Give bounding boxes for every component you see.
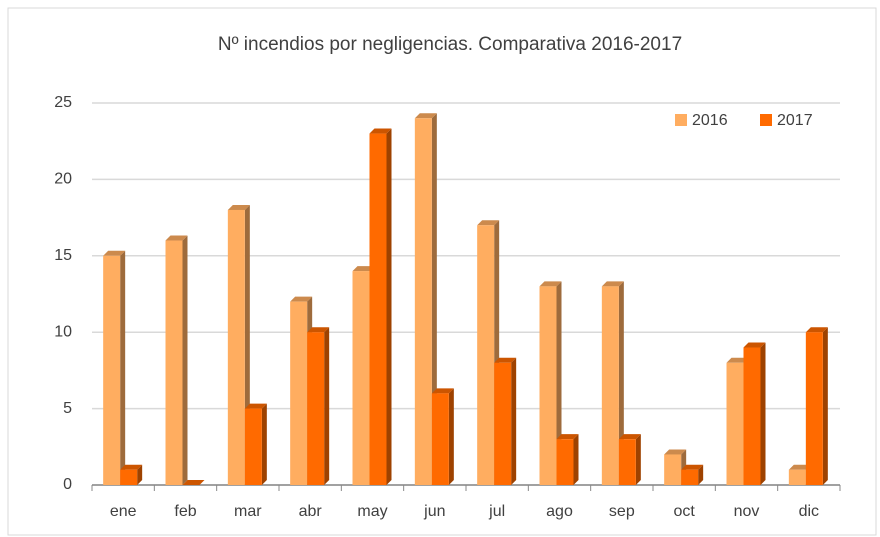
bar-side: [698, 464, 704, 485]
bar-side: [120, 250, 126, 485]
bar: [227, 209, 245, 485]
x-tick-label: jul: [488, 503, 505, 520]
bar-top: [414, 113, 437, 119]
x-tick-label: mar: [234, 503, 262, 520]
bar-top: [352, 266, 375, 272]
bar: [618, 439, 636, 485]
bar-side: [635, 434, 641, 485]
x-tick-label: may: [357, 503, 387, 520]
bar-top: [290, 296, 313, 302]
bar-side: [386, 128, 392, 485]
bar: [788, 469, 806, 485]
x-tick-label: ene: [110, 503, 137, 520]
bar-side: [618, 281, 624, 485]
y-tick-label: 5: [63, 400, 72, 417]
x-tick-label: jun: [423, 503, 445, 520]
bar: [494, 362, 512, 485]
bar-side: [137, 464, 143, 485]
bar-side: [573, 434, 579, 485]
bar-top: [477, 220, 500, 226]
bar-top: [618, 434, 641, 440]
y-tick-label: 25: [54, 94, 72, 111]
bar-top: [539, 281, 562, 287]
bar: [743, 347, 761, 485]
bar: [369, 133, 387, 485]
bar: [352, 271, 370, 485]
y-tick-label: 10: [54, 323, 72, 340]
bar: [539, 286, 557, 485]
bar-side: [261, 403, 267, 485]
bar-top: [165, 235, 188, 241]
bar: [805, 332, 823, 485]
bar-top: [681, 464, 704, 470]
bar: [244, 408, 262, 485]
bar: [103, 255, 121, 485]
bar-top: [788, 464, 811, 470]
bar-side: [556, 281, 562, 485]
y-tick-label: 0: [63, 476, 72, 493]
bar-top: [182, 480, 205, 485]
bar-top: [369, 128, 392, 134]
bar-side: [448, 388, 454, 485]
bar-side: [182, 235, 188, 485]
bar: [414, 118, 432, 485]
chart-title: Nº incendios por negligencias. Comparati…: [218, 34, 682, 55]
x-tick-label: oct: [673, 503, 695, 520]
bar: [165, 240, 183, 485]
x-tick-label: ago: [546, 503, 573, 520]
bar-top: [120, 464, 143, 470]
bar: [431, 393, 449, 485]
x-tick-label: abr: [299, 503, 323, 520]
bar-top: [244, 403, 267, 409]
bar: [120, 469, 138, 485]
bar: [307, 332, 325, 485]
bar-top: [743, 342, 766, 348]
bar-top: [726, 357, 749, 363]
legend-swatch: [760, 114, 772, 126]
bar-side: [760, 342, 766, 485]
bar: [681, 469, 699, 485]
legend-swatch: [675, 114, 687, 126]
x-tick-label: dic: [799, 503, 819, 520]
bar-side: [822, 327, 828, 485]
bar-top: [601, 281, 624, 287]
bar: [726, 362, 744, 485]
legend-label: 2016: [692, 112, 728, 129]
y-tick-label: 20: [54, 171, 72, 188]
x-tick-label: nov: [734, 503, 760, 520]
bar-top: [431, 388, 454, 394]
bar: [664, 454, 682, 485]
bar-top: [103, 250, 126, 256]
bar: [477, 225, 495, 486]
bar-top: [805, 327, 828, 333]
legend-label: 2017: [777, 112, 813, 129]
bar-top: [664, 449, 687, 455]
y-tick-label: 15: [54, 247, 72, 264]
bar: [556, 439, 574, 485]
bar-top: [494, 357, 517, 363]
bar-top: [227, 204, 250, 210]
bar-top: [556, 434, 579, 440]
bar-top: [307, 327, 330, 333]
bar-side: [324, 327, 330, 485]
bar: [290, 301, 308, 485]
bar-side: [511, 357, 517, 485]
x-tick-label: sep: [609, 503, 635, 520]
bar: [601, 286, 619, 485]
x-tick-label: feb: [174, 503, 196, 520]
